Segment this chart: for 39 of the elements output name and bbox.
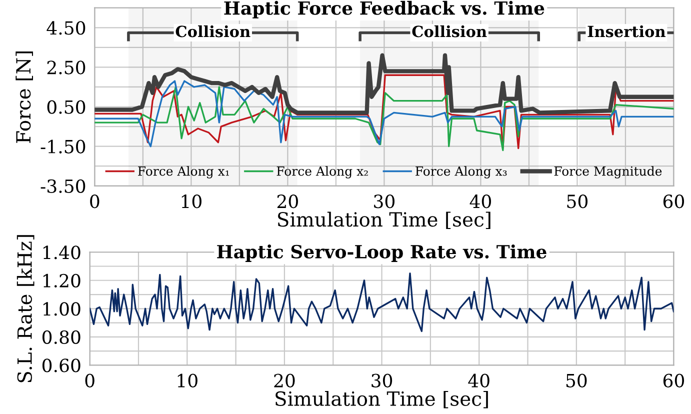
legend-label: Force Magnitude	[554, 166, 662, 178]
x-tick-label: 20	[277, 194, 298, 208]
x-axis-title: Simulation Time [sec]	[276, 390, 488, 408]
x-tick-label: 0	[85, 374, 94, 388]
y-tick-label: 1.40	[44, 246, 80, 260]
legend-label: Force Along x₃	[416, 166, 507, 178]
y-tick-label: 4.50	[46, 21, 86, 35]
band-label: Collision	[412, 25, 487, 38]
y-tick-label: -3.50	[40, 179, 86, 193]
y-tick-label: 1.20	[44, 274, 80, 288]
legend-label: Force Along x₁	[138, 166, 229, 178]
band-label: Insertion	[588, 25, 666, 38]
x-tick-label: 20	[274, 374, 295, 388]
band-label: Collision	[176, 25, 250, 38]
x-tick-label: 50	[567, 194, 588, 208]
y-axis-title: S.L. Rate [kHz]	[16, 235, 34, 382]
legend-label: Force Along x₂	[276, 166, 368, 178]
x-tick-label: 30	[374, 194, 394, 208]
y-tick-label: 0.60	[42, 358, 80, 372]
y-tick-label: 2.50	[47, 60, 86, 74]
x-tick-label: 10	[182, 194, 202, 208]
chart-title: Haptic Force Feedback vs. Time	[224, 0, 544, 18]
y-tick-label: 1.00	[44, 302, 80, 316]
x-tick-label: 40	[468, 374, 490, 388]
chart-title: Haptic Servo-Loop Rate vs. Time	[217, 244, 546, 262]
line-series	[94, 53, 674, 115]
x-tick-label: 0	[90, 194, 100, 208]
x-axis-title: Simulation Time [sec]	[278, 212, 490, 230]
x-tick-label: 30	[372, 374, 392, 388]
y-tick-label: 0.50	[47, 100, 86, 114]
y-tick-label: -1.50	[40, 140, 86, 154]
x-tick-label: 10	[178, 374, 198, 388]
x-tick-label: 60	[663, 194, 684, 208]
x-tick-label: 40	[470, 194, 491, 208]
x-tick-label: 50	[566, 374, 587, 388]
y-axis-title: Force [N]	[16, 51, 33, 143]
line-series	[90, 272, 674, 332]
y-tick-label: 0.80	[42, 330, 80, 344]
x-tick-label: 60	[663, 374, 684, 388]
